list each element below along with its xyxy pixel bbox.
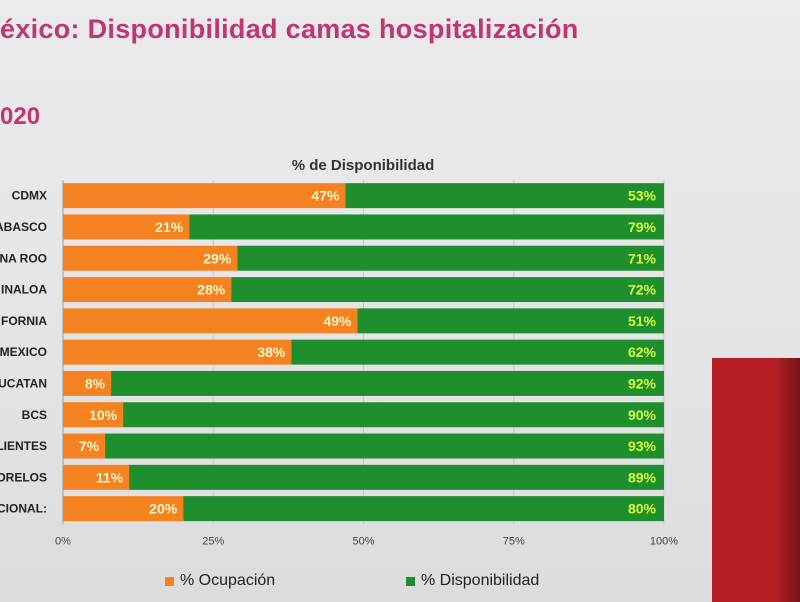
x-tick-label: 0% <box>55 535 71 547</box>
bar-disponibilidad <box>111 370 664 396</box>
data-label-disponibilidad: 93% <box>628 438 657 454</box>
data-label-ocupacion: 29% <box>203 250 232 266</box>
data-label-ocupacion: 49% <box>323 313 352 329</box>
bar-ocupacion <box>63 214 190 240</box>
data-label-disponibilidad: 72% <box>628 282 657 298</box>
bar-disponibilidad <box>129 464 665 490</box>
bar-ocupacion <box>63 277 232 303</box>
bar-disponibilidad <box>357 308 664 334</box>
bar-ocupacion <box>63 308 358 334</box>
data-label-ocupacion: 7% <box>79 438 100 454</box>
bar-ocupacion <box>63 183 346 209</box>
data-label-disponibilidad: 92% <box>628 375 657 391</box>
legend-swatch-ocupacion <box>165 576 174 586</box>
data-label-disponibilidad: 89% <box>628 469 657 485</box>
bar-disponibilidad <box>237 245 665 271</box>
data-label-ocupacion: 21% <box>155 219 184 235</box>
data-label-ocupacion: 28% <box>197 282 226 298</box>
bar-disponibilidad <box>183 496 664 522</box>
legend-swatch-disponibilidad <box>406 576 415 586</box>
stacked-bar-chart: % de Disponibilidad 47% 53% 21% 79% 29% 71% 28… <box>0 157 678 547</box>
data-label-disponibilidad: 79% <box>628 219 657 235</box>
data-label-ocupacion: 20% <box>149 501 178 517</box>
x-tick-label: 75% <box>503 535 525 547</box>
bar-disponibilidad <box>345 183 664 209</box>
bar-disponibilidad <box>189 214 664 240</box>
bar-disponibilidad <box>231 277 664 303</box>
category-label: MEXICO <box>0 345 47 359</box>
bar-ocupacion <box>63 370 112 396</box>
data-label-disponibilidad: 80% <box>628 501 657 517</box>
data-label-disponibilidad: 53% <box>628 188 657 204</box>
side-panel <box>712 358 800 602</box>
category-label: BCS <box>22 408 47 422</box>
bar-ocupacion <box>63 496 184 522</box>
bar-disponibilidad <box>291 339 664 365</box>
category-label: ABASCO <box>0 220 47 234</box>
bar-ocupacion <box>63 433 106 459</box>
data-label-disponibilidad: 90% <box>628 407 657 423</box>
category-label: NA ROO <box>0 251 47 265</box>
data-label-ocupacion: 47% <box>311 188 340 204</box>
legend-ocupacion: % Ocupación <box>165 572 275 590</box>
page-title: éxico: Disponibilidad camas hospitalizac… <box>0 14 579 44</box>
category-label: CIONAL: <box>0 502 47 516</box>
category-label: UCATAN <box>0 376 47 390</box>
bar-disponibilidad <box>123 402 665 428</box>
category-label: INALOA <box>1 283 47 297</box>
data-label-ocupacion: 38% <box>257 344 286 360</box>
data-label-disponibilidad: 62% <box>628 344 657 360</box>
x-tick-label: 25% <box>202 535 224 547</box>
bar-disponibilidad <box>105 433 664 459</box>
page-subtitle: 020 <box>0 103 41 130</box>
category-label: ORELOS <box>0 470 47 484</box>
data-label-ocupacion: 8% <box>85 375 106 391</box>
category-label: CDMX <box>12 189 47 203</box>
data-label-disponibilidad: 51% <box>628 313 657 329</box>
data-label-ocupacion: 11% <box>96 469 124 485</box>
bar-ocupacion <box>63 402 124 428</box>
bar-ocupacion <box>63 339 292 365</box>
x-tick-label: 50% <box>352 535 374 547</box>
bar-ocupacion <box>63 464 130 490</box>
category-label: FORNIA <box>1 314 47 328</box>
legend-label-ocupacion: % Ocupación <box>180 572 276 589</box>
data-label-disponibilidad: 71% <box>628 250 657 266</box>
x-tick-label: 100% <box>650 535 678 547</box>
chart-title: % de Disponibilidad <box>292 157 435 174</box>
legend-disponibilidad: % Disponibilidad <box>406 572 539 590</box>
legend-label-disponibilidad: % Disponibilidad <box>421 572 540 589</box>
category-label: LIENTES <box>0 439 47 453</box>
data-label-ocupacion: 10% <box>89 407 118 423</box>
bar-ocupacion <box>63 245 238 271</box>
